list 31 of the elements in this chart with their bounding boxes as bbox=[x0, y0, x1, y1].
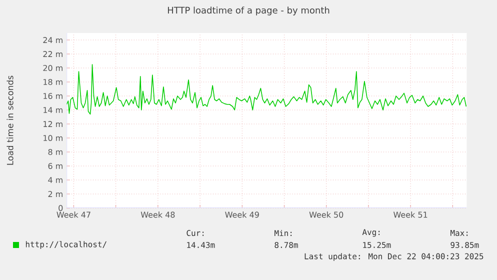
y-tick-label: 12 m bbox=[44, 121, 62, 127]
text: Cur: bbox=[186, 230, 204, 236]
text: Min: bbox=[274, 230, 292, 236]
text: Last update: Mon Dec 22 04:00:23 2025 bbox=[304, 253, 484, 261]
x-tick-label: Week 47 bbox=[56, 212, 90, 218]
y-tick-label: 8 m bbox=[48, 148, 62, 156]
y-tick-label: 4 m bbox=[48, 177, 62, 183]
x-tick-label: Week 49 bbox=[225, 212, 259, 218]
x-tick-label: Week 48 bbox=[140, 212, 175, 218]
y-tick-label: 18 m bbox=[44, 78, 62, 86]
y-tick-label: 20 m bbox=[43, 64, 62, 72]
chart-title: HTTP loadtime of a page - by month bbox=[168, 6, 330, 16]
text: Avg: bbox=[362, 229, 380, 237]
y-tick-label: 2 m bbox=[48, 191, 62, 197]
y-tick-label: 0 bbox=[58, 204, 63, 212]
y-tick-label: 14 m bbox=[44, 107, 62, 113]
y-axis-title: Load time in seconds bbox=[6, 76, 14, 165]
y-tick-label: 6 m bbox=[48, 162, 62, 170]
text: 93.85m bbox=[450, 242, 479, 248]
text: 8.78m bbox=[274, 242, 298, 248]
y-tick-label: 10 m bbox=[44, 134, 62, 142]
text: 15.25m bbox=[363, 242, 391, 248]
line-series bbox=[66, 64, 467, 115]
legend-label: http://localhost/ bbox=[26, 241, 106, 249]
text: Max: bbox=[450, 230, 468, 236]
x-tick-label: Week 51 bbox=[394, 212, 428, 218]
y-tick-label: 16 m bbox=[44, 92, 62, 100]
x-tick-label: Week 50 bbox=[309, 212, 344, 218]
text: 14.43m bbox=[187, 242, 215, 248]
y-tick-label: 22 m bbox=[43, 51, 62, 57]
y-tick-label: 24 m bbox=[43, 37, 62, 43]
